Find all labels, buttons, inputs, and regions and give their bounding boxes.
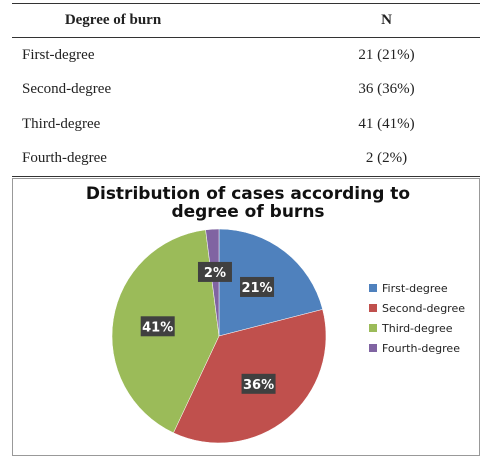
table-row: Second-degree 36 (36%) [12, 73, 480, 108]
data-label: 2% [204, 266, 226, 281]
table-cell: Third-degree [22, 115, 101, 132]
pie-slice [205, 228, 220, 337]
chart-svg: 21% 36% 41% 2% First-degree Second-degree Thir… [111, 228, 465, 444]
chart-title: Distribution of cases according to degre… [85, 184, 411, 222]
label-box [140, 316, 175, 337]
table-cell: 36 (36%) [358, 81, 415, 98]
table-row: Fourth-degree 2 (2%) [12, 141, 480, 177]
table-cell: Second-degree [22, 81, 112, 98]
table-cell: 41 (41%) [358, 115, 415, 132]
legend-swatch [369, 324, 377, 332]
data-label: 21% [241, 281, 272, 296]
table-cell: Fourth-degree [12, 141, 214, 177]
table-cell: First-degree [22, 46, 95, 63]
legend-swatch [369, 284, 377, 292]
header-cell: N [214, 3, 480, 38]
data-label: 41% [142, 320, 173, 335]
data-label: 36% [243, 378, 274, 393]
burn-table: Degree of burn N First-degree 21 (21%) Sec… [12, 3, 480, 177]
legend-label: Fourth-degree [382, 342, 460, 355]
table-row: Third-degree 41 (41%) [12, 107, 480, 142]
legend-label: First-degree [382, 282, 448, 295]
header-cell: Degree of burn [12, 3, 214, 38]
label-box [197, 261, 232, 282]
legend-label: Third-degree [381, 322, 453, 335]
table-body: First-degree 21 (21%) Second-degree 36 (36%… [12, 38, 480, 177]
table-cell: 2 (2%) [214, 141, 480, 177]
legend-label: Second-degree [382, 302, 465, 315]
table-cell: 21 (21%) [358, 46, 415, 63]
header-row: Degree of burn N [12, 3, 480, 38]
label-box [241, 373, 276, 394]
table-row: First-degree 21 (21%) [12, 38, 480, 73]
label-box [240, 276, 275, 297]
chart: Distribution of cases according to degre… [12, 178, 480, 456]
legend-swatch [369, 304, 377, 312]
legend-swatch [369, 344, 377, 352]
